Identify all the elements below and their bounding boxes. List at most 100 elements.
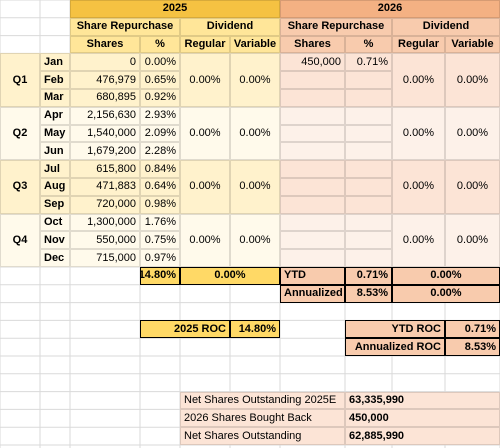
roc-value: 0.71% <box>445 320 500 339</box>
dividend: 0.00% <box>180 106 230 161</box>
total-label: YTD <box>280 267 345 285</box>
month-label: May <box>40 124 70 143</box>
month-label: Nov <box>40 231 70 250</box>
column-header: Variable <box>230 35 280 54</box>
percent: 0.75% <box>140 231 180 250</box>
roc-label: Annualized ROC <box>345 338 445 356</box>
summary-value: 62,885,990 <box>345 427 500 445</box>
dividend: 0.00% <box>230 160 280 214</box>
shares <box>280 106 345 125</box>
dividend: 0.00% <box>230 106 280 161</box>
month-label: Mar <box>40 89 70 107</box>
percent <box>345 178 392 196</box>
summary-value: 450,000 <box>345 409 500 428</box>
dividend: 0.00% <box>392 106 445 161</box>
shares: 476,979 <box>70 71 140 89</box>
month-label: Jul <box>40 160 70 178</box>
shares: 680,895 <box>70 89 140 107</box>
total: 0.00% <box>392 267 500 285</box>
percent: 0.71% <box>345 53 392 72</box>
percent: 2.93% <box>140 106 180 125</box>
summary-value: 63,335,990 <box>345 391 500 410</box>
shares <box>280 71 345 89</box>
shares: 1,300,000 <box>70 213 140 232</box>
column-header: % <box>345 35 392 54</box>
group-header: Dividend <box>180 17 280 36</box>
percent: 0.64% <box>140 178 180 196</box>
percent: 0.98% <box>140 195 180 214</box>
group-header: Dividend <box>392 17 500 36</box>
shares <box>280 249 345 267</box>
percent: 0.97% <box>140 249 180 267</box>
roc-value: 8.53% <box>445 338 500 356</box>
dividend: 0.00% <box>392 213 445 267</box>
total: 0.00% <box>180 267 280 285</box>
shares <box>280 124 345 143</box>
month-label: Feb <box>40 71 70 89</box>
shares <box>280 142 345 161</box>
shares: 550,000 <box>70 231 140 250</box>
shares: 2,156,630 <box>70 106 140 125</box>
shares: 0 <box>70 53 140 72</box>
column-header: Variable <box>445 35 500 54</box>
shares: 1,679,200 <box>70 142 140 161</box>
summary-label: Net Shares Outstanding 2025E <box>180 391 345 410</box>
shares: 615,800 <box>70 160 140 178</box>
percent: 0.00% <box>140 53 180 72</box>
shares: 450,000 <box>280 53 345 72</box>
month-label: Dec <box>40 249 70 267</box>
shares <box>280 160 345 178</box>
percent <box>345 231 392 250</box>
dividend: 0.00% <box>180 213 230 267</box>
shares: 471,883 <box>70 178 140 196</box>
shares <box>280 213 345 232</box>
shares: 715,000 <box>70 249 140 267</box>
month-label: Jun <box>40 142 70 161</box>
percent <box>345 195 392 214</box>
dividend: 0.00% <box>230 213 280 267</box>
percent: 2.28% <box>140 142 180 161</box>
shares <box>280 89 345 107</box>
percent <box>345 71 392 89</box>
roc-value: 14.80% <box>230 320 280 339</box>
percent <box>345 213 392 232</box>
column-header: Shares <box>280 35 345 54</box>
shares: 1,540,000 <box>70 124 140 143</box>
shares <box>280 231 345 250</box>
summary-label: Net Shares Outstanding <box>180 427 345 445</box>
quarter-label: Q3 <box>0 160 40 214</box>
column-header: % <box>140 35 180 54</box>
dividend: 0.00% <box>445 160 500 214</box>
percent: 2.09% <box>140 124 180 143</box>
total: 0.00% <box>392 284 500 303</box>
dividend: 0.00% <box>392 160 445 214</box>
dividend: 0.00% <box>180 53 230 107</box>
total: 8.53% <box>345 284 392 303</box>
year-header: 2026 <box>280 0 500 18</box>
year-header: 2025 <box>70 0 280 18</box>
total-label: Annualized <box>280 284 345 303</box>
total: 14.80% <box>140 267 180 285</box>
percent: 0.92% <box>140 89 180 107</box>
dividend: 0.00% <box>392 53 445 107</box>
percent: 1.76% <box>140 213 180 232</box>
roc-label: 2025 ROC <box>140 320 230 339</box>
month-label: Oct <box>40 213 70 232</box>
percent <box>345 89 392 107</box>
percent <box>345 124 392 143</box>
month-label: Sep <box>40 195 70 214</box>
shares: 720,000 <box>70 195 140 214</box>
month-label: Apr <box>40 106 70 125</box>
percent: 0.65% <box>140 71 180 89</box>
group-header: Share Repurchase <box>70 17 180 36</box>
percent: 0.84% <box>140 160 180 178</box>
shares <box>280 195 345 214</box>
percent <box>345 249 392 267</box>
quarter-label: Q1 <box>0 53 40 107</box>
total: 0.71% <box>345 267 392 285</box>
column-header: Shares <box>70 35 140 54</box>
dividend: 0.00% <box>230 53 280 107</box>
roc-label: YTD ROC <box>345 320 445 339</box>
dividend: 0.00% <box>445 106 500 161</box>
